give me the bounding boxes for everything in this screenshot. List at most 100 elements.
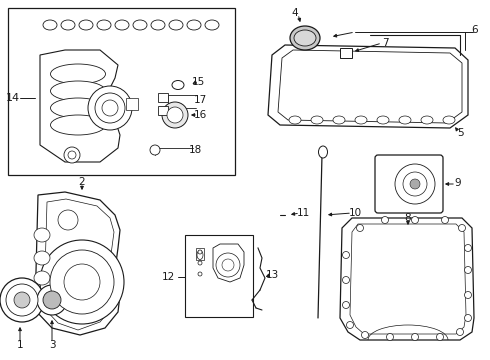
- Bar: [340, 48, 352, 58]
- Polygon shape: [44, 199, 114, 330]
- Ellipse shape: [50, 98, 105, 118]
- Circle shape: [68, 151, 76, 159]
- Polygon shape: [268, 45, 468, 128]
- Text: 3: 3: [49, 340, 55, 350]
- Circle shape: [457, 328, 464, 336]
- Circle shape: [198, 272, 202, 276]
- Ellipse shape: [34, 228, 50, 242]
- Bar: [158, 106, 168, 115]
- Circle shape: [150, 145, 160, 155]
- Circle shape: [37, 285, 67, 315]
- Circle shape: [0, 278, 44, 322]
- Ellipse shape: [61, 20, 75, 30]
- Circle shape: [387, 333, 393, 341]
- Text: 10: 10: [348, 208, 362, 218]
- Ellipse shape: [294, 30, 316, 46]
- Text: 18: 18: [188, 145, 201, 155]
- Ellipse shape: [50, 64, 105, 84]
- Circle shape: [410, 179, 420, 189]
- Circle shape: [198, 250, 202, 254]
- Circle shape: [43, 291, 61, 309]
- Circle shape: [412, 216, 418, 224]
- Circle shape: [343, 276, 349, 284]
- Text: 13: 13: [266, 270, 279, 280]
- Circle shape: [162, 102, 188, 128]
- Circle shape: [465, 266, 471, 274]
- Ellipse shape: [50, 115, 105, 135]
- Circle shape: [412, 333, 418, 341]
- Ellipse shape: [377, 116, 389, 124]
- Bar: [8, 8, 235, 175]
- Circle shape: [465, 315, 471, 321]
- Bar: [158, 93, 168, 102]
- Ellipse shape: [151, 20, 165, 30]
- Circle shape: [403, 172, 427, 196]
- Ellipse shape: [97, 20, 111, 30]
- Ellipse shape: [172, 81, 184, 90]
- Circle shape: [343, 302, 349, 309]
- Circle shape: [95, 93, 125, 123]
- Ellipse shape: [115, 20, 129, 30]
- Text: 9: 9: [455, 178, 461, 188]
- Circle shape: [357, 225, 364, 231]
- Circle shape: [459, 225, 466, 231]
- Text: 1: 1: [17, 340, 24, 350]
- Bar: [196, 248, 204, 260]
- Ellipse shape: [34, 251, 50, 265]
- Text: 5: 5: [457, 128, 464, 138]
- Bar: [126, 98, 138, 110]
- Circle shape: [40, 240, 124, 324]
- Ellipse shape: [169, 20, 183, 30]
- Circle shape: [346, 321, 353, 328]
- Circle shape: [14, 292, 30, 308]
- Bar: [185, 235, 253, 317]
- Text: 7: 7: [382, 38, 388, 48]
- Text: 14: 14: [6, 93, 20, 103]
- Text: 12: 12: [162, 272, 175, 282]
- Circle shape: [50, 250, 114, 314]
- Circle shape: [465, 292, 471, 298]
- Circle shape: [465, 244, 471, 252]
- Circle shape: [167, 107, 183, 123]
- Text: 11: 11: [296, 208, 310, 218]
- Ellipse shape: [311, 116, 323, 124]
- Text: 4: 4: [292, 8, 298, 18]
- Polygon shape: [350, 224, 466, 334]
- Ellipse shape: [197, 251, 203, 260]
- Circle shape: [58, 210, 78, 230]
- Ellipse shape: [34, 271, 50, 285]
- Ellipse shape: [333, 116, 345, 124]
- Polygon shape: [213, 244, 244, 282]
- Circle shape: [198, 261, 202, 265]
- Circle shape: [64, 147, 80, 163]
- Circle shape: [222, 259, 234, 271]
- Circle shape: [441, 216, 448, 224]
- Circle shape: [437, 333, 443, 341]
- Text: 15: 15: [192, 77, 205, 87]
- Ellipse shape: [421, 116, 433, 124]
- Polygon shape: [278, 50, 462, 123]
- Circle shape: [343, 252, 349, 258]
- Ellipse shape: [290, 26, 320, 50]
- Ellipse shape: [133, 20, 147, 30]
- Circle shape: [6, 284, 38, 316]
- Circle shape: [88, 86, 132, 130]
- Ellipse shape: [318, 146, 327, 158]
- Circle shape: [382, 216, 389, 224]
- Polygon shape: [35, 192, 120, 335]
- Circle shape: [64, 264, 100, 300]
- Polygon shape: [340, 218, 474, 340]
- Polygon shape: [40, 50, 120, 162]
- Ellipse shape: [289, 116, 301, 124]
- Circle shape: [362, 332, 368, 338]
- Circle shape: [395, 164, 435, 204]
- Ellipse shape: [50, 81, 105, 101]
- Text: 17: 17: [194, 95, 207, 105]
- Ellipse shape: [443, 116, 455, 124]
- Text: 2: 2: [79, 177, 85, 187]
- Ellipse shape: [205, 20, 219, 30]
- Circle shape: [216, 253, 240, 277]
- Ellipse shape: [79, 20, 93, 30]
- Text: 16: 16: [194, 110, 207, 120]
- Ellipse shape: [399, 116, 411, 124]
